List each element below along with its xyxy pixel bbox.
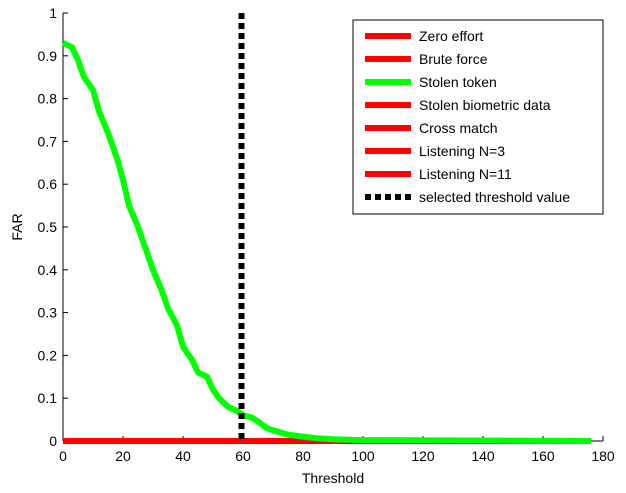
y-tick-label: 0.4 (38, 262, 58, 278)
x-tick-label: 180 (591, 448, 615, 464)
x-axis-label: Threshold (302, 470, 364, 486)
y-tick-label: 0.7 (38, 133, 58, 149)
legend-label: Cross match (419, 120, 498, 136)
legend-label: Zero effort (419, 28, 483, 44)
x-tick-label: 20 (115, 448, 131, 464)
axis-labels: Threshold FAR (9, 213, 364, 486)
legend-label: Listening N=11 (419, 166, 512, 182)
x-tick-label: 100 (351, 448, 375, 464)
x-tick-label: 60 (235, 448, 251, 464)
legend-box (352, 19, 604, 215)
y-tick-label: 0.9 (38, 48, 58, 64)
y-tick-label: 0.8 (38, 91, 58, 107)
x-tick-label: 40 (175, 448, 191, 464)
legend-label: Listening N=3 (419, 143, 505, 159)
x-tick-label: 140 (471, 448, 495, 464)
y-tick-label: 0.5 (38, 219, 58, 235)
series-layer (61, 40, 592, 444)
legend-label: selected threshold value (419, 189, 570, 205)
axes: 0 20 40 60 80 100 120 140 160 180 0 0.1 0.2 0.3 0.4 0.5… (38, 5, 615, 464)
y-tick-label: 0.6 (38, 176, 58, 192)
y-axis-label: FAR (9, 213, 25, 240)
y-tick-label: 0.3 (38, 305, 58, 321)
x-tick-label: 120 (411, 448, 435, 464)
x-tick-label: 0 (59, 448, 67, 464)
legend-label: Stolen token (419, 74, 497, 90)
legend-label: Stolen biometric data (419, 97, 551, 113)
legend: Zero effort Brute force Stolen token Stolen… (352, 19, 604, 215)
legend-label: Brute force (419, 51, 488, 67)
series-line-stolen-token (61, 40, 592, 444)
y-tick-label: 0 (49, 433, 57, 449)
y-tick-label: 0.1 (38, 390, 58, 406)
y-tick-label: 1 (49, 5, 57, 21)
x-tick-label: 160 (531, 448, 555, 464)
y-tick-label: 0.2 (38, 347, 58, 363)
x-tick-label: 80 (295, 448, 311, 464)
